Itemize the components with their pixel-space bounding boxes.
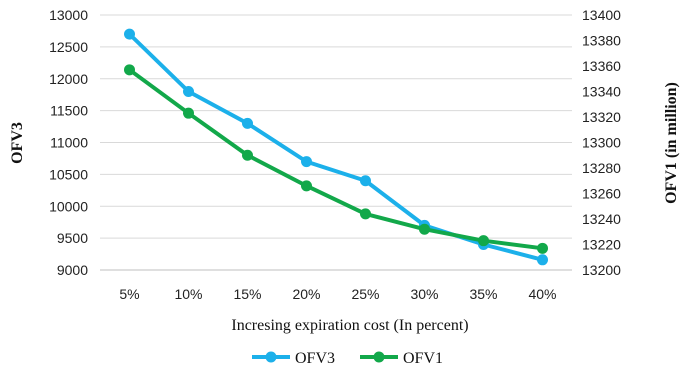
- legend-marker-ofv3: [265, 351, 277, 363]
- data-point-ofv3: [537, 254, 548, 266]
- legend-label-ofv1: OFV1: [403, 350, 443, 367]
- left-y-tick-label: 10500: [49, 166, 88, 182]
- right-y-tick-label: 13220: [582, 237, 621, 253]
- left-y-tick-label: 12000: [49, 71, 88, 87]
- right-y-tick-label: 13260: [582, 186, 621, 202]
- right-y-tick-label: 13200: [582, 262, 621, 278]
- series: [124, 28, 548, 266]
- x-axis-title: Incresing expiration cost (In percent): [231, 317, 468, 334]
- data-point-ofv1: [419, 223, 430, 235]
- data-point-ofv1: [537, 242, 548, 254]
- left-y-axis-ticks: 9000 9500 10000 10500 11000 11500 12000 12500 13…: [49, 7, 88, 278]
- right-y-tick-label: 13320: [582, 109, 621, 125]
- data-point-ofv1: [183, 107, 194, 119]
- data-point-ofv3: [183, 86, 194, 97]
- right-y-tick-label: 13360: [582, 58, 621, 74]
- data-point-ofv1: [124, 64, 135, 76]
- right-y-tick-label: 13380: [582, 33, 621, 49]
- legend: OFV3 OFV1: [252, 350, 443, 367]
- right-y-tick-label: 13240: [582, 211, 621, 227]
- data-point-ofv1: [242, 149, 253, 161]
- legend-item-ofv3: OFV3: [252, 350, 335, 367]
- left-y-tick-label: 13000: [49, 7, 88, 23]
- legend-label-ofv3: OFV3: [295, 350, 335, 367]
- right-y-tick-label: 13280: [582, 160, 621, 176]
- data-point-ofv1: [478, 235, 489, 247]
- legend-marker-ofv1: [373, 351, 385, 363]
- series-ofv1: [124, 64, 548, 254]
- series-ofv3: [124, 28, 548, 266]
- data-point-ofv3: [124, 28, 135, 40]
- x-tick-label: 40%: [528, 286, 556, 302]
- left-y-tick-label: 10000: [49, 198, 88, 214]
- data-point-ofv3: [301, 156, 312, 168]
- left-y-tick-label: 9000: [57, 262, 88, 278]
- x-tick-label: 25%: [351, 286, 379, 302]
- data-point-ofv3: [242, 117, 253, 129]
- left-y-axis-title: OFV3: [9, 122, 26, 164]
- right-y-axis-ticks: 13200 13220 13240 13260 13280 13300 13320 13340…: [582, 7, 621, 278]
- x-tick-label: 35%: [469, 286, 497, 302]
- x-tick-label: 20%: [292, 286, 320, 302]
- right-y-tick-label: 13300: [582, 135, 621, 151]
- series-line-ofv1: [128, 68, 543, 251]
- x-tick-label: 30%: [410, 286, 438, 302]
- left-y-tick-label: 11000: [50, 135, 88, 151]
- data-point-ofv3: [360, 175, 371, 187]
- right-y-axis-title: OFV1 (in million): [663, 82, 680, 204]
- x-tick-label: 5%: [119, 286, 139, 302]
- data-point-ofv1: [360, 208, 371, 220]
- left-y-tick-label: 11500: [50, 103, 88, 119]
- x-tick-label: 10%: [174, 286, 202, 302]
- x-tick-label: 15%: [233, 286, 261, 302]
- x-axis-ticks: 5% 10% 15% 20% 25% 30% 35% 40%: [119, 286, 556, 302]
- left-y-tick-label: 9500: [57, 230, 88, 246]
- right-y-tick-label: 13340: [582, 84, 621, 100]
- right-y-tick-label: 13400: [582, 7, 621, 23]
- left-y-tick-label: 12500: [49, 39, 88, 55]
- data-point-ofv1: [301, 180, 312, 192]
- series-line-ofv3: [128, 32, 544, 262]
- gridlines: [100, 14, 572, 271]
- legend-item-ofv1: OFV1: [360, 350, 443, 367]
